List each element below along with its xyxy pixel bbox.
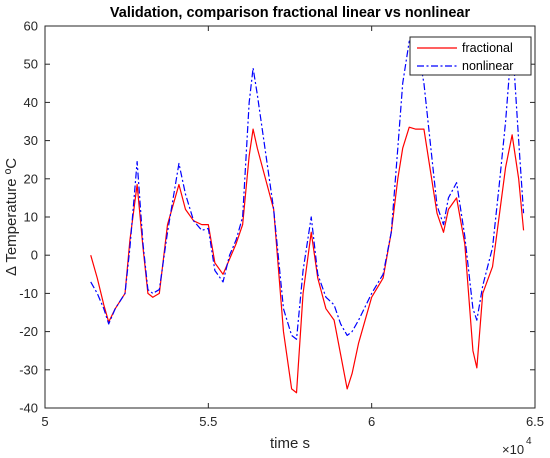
series-line-nonlinear	[90, 36, 525, 340]
y-tick-label: 20	[24, 171, 38, 186]
y-tick-label: -40	[19, 401, 38, 416]
legend: fractional nonlinear	[409, 36, 532, 76]
y-tick-label: 0	[31, 248, 38, 263]
x-exponent-base: ×10	[502, 442, 524, 457]
y-tick-label: 40	[24, 95, 38, 110]
x-tick-label: 5	[41, 414, 48, 429]
legend-label-nonlinear: nonlinear	[462, 59, 513, 73]
x-axis-exponent: ×10 4	[502, 436, 532, 457]
plot-area	[45, 26, 535, 408]
y-tick-label: 60	[24, 19, 38, 34]
x-tick-label: 6	[368, 414, 375, 429]
x-tick-label: 5.5	[199, 414, 217, 429]
y-tick-label: 10	[24, 210, 38, 225]
y-axis: -40 -30 -20 -10 0 10 20 30 40 50 60	[19, 19, 535, 416]
y-tick-label: -10	[19, 286, 38, 301]
y-axis-label: Δ Temperature ºC	[3, 158, 20, 276]
x-tick-label: 6.5	[526, 414, 544, 429]
y-tick-label: 50	[24, 57, 38, 72]
legend-box	[409, 36, 532, 76]
x-exponent-power: 4	[526, 436, 532, 447]
x-axis: 5 5.5 6 6.5	[41, 26, 544, 429]
legend-label-fractional: fractional	[462, 41, 513, 55]
chart-title: Validation, comparison fractional linear…	[110, 5, 471, 21]
series-layer	[90, 36, 525, 394]
y-tick-label: -30	[19, 362, 38, 377]
y-tick-label: -20	[19, 324, 38, 339]
series-line-fractional	[90, 126, 525, 394]
x-axis-label: time s	[270, 435, 310, 452]
y-tick-label: 30	[24, 133, 38, 148]
